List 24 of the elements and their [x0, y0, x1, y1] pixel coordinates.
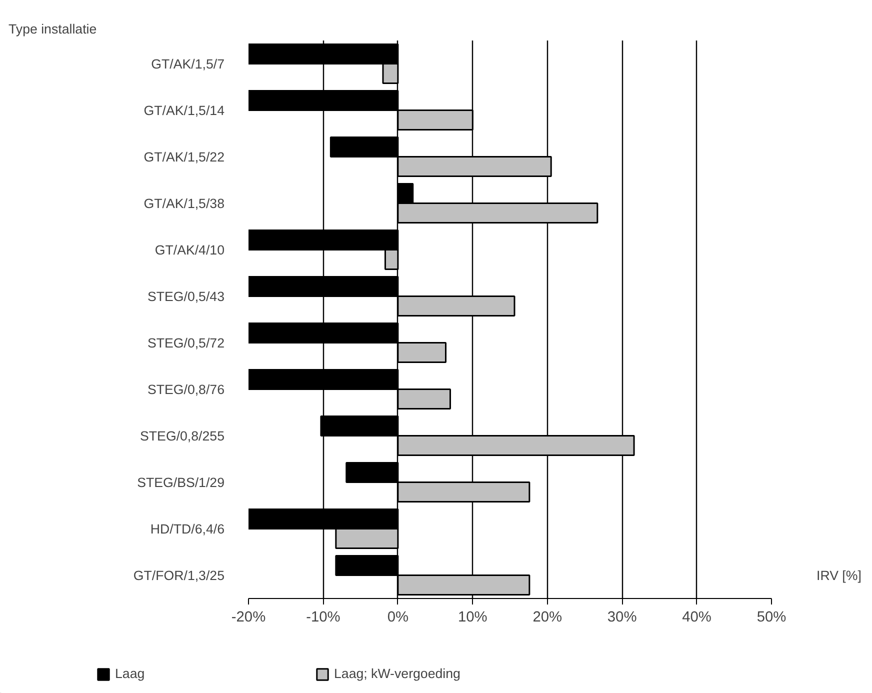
y-tick-label: HD/TD/6,4/6 [150, 521, 225, 536]
y-tick-label: STEG/0,5/72 [147, 335, 224, 350]
legend-label: Laag; kW-vergoeding [334, 666, 462, 681]
legend-label: Laag [115, 666, 146, 681]
y-tick-label: STEG/0,8/76 [147, 382, 224, 397]
x-axis-title: IRV [%] [816, 568, 862, 583]
y-tick-label: STEG/BS/1/29 [137, 474, 225, 490]
x-tick-label: -10% [306, 610, 340, 626]
x-tick-label: 10% [458, 610, 488, 626]
y-tick-label: GT/FOR/1,3/25 [133, 568, 225, 583]
x-tick-label: -20% [231, 610, 266, 626]
x-tick-label: 50% [756, 610, 786, 626]
y-tick-label: GT/AK/1,5/22 [144, 149, 224, 164]
x-tick-label: 0% [387, 610, 409, 626]
y-tick-label: GT/AK/4/10 [154, 242, 225, 258]
x-tick-label: 20% [532, 610, 562, 626]
x-tick-label: 30% [607, 610, 637, 626]
y-tick-label: GT/AK/1,5/14 [144, 102, 226, 118]
y-tick-label: GT/AK/1,5/38 [144, 196, 224, 211]
x-tick-label: 40% [682, 610, 712, 626]
y-axis-title: Type installatie [8, 22, 97, 36]
y-tick-label: GT/AK/1,5/7 [151, 56, 225, 72]
y-tick-label: STEG/0,5/43 [147, 288, 224, 304]
y-tick-label: STEG/0,8/255 [140, 428, 225, 444]
